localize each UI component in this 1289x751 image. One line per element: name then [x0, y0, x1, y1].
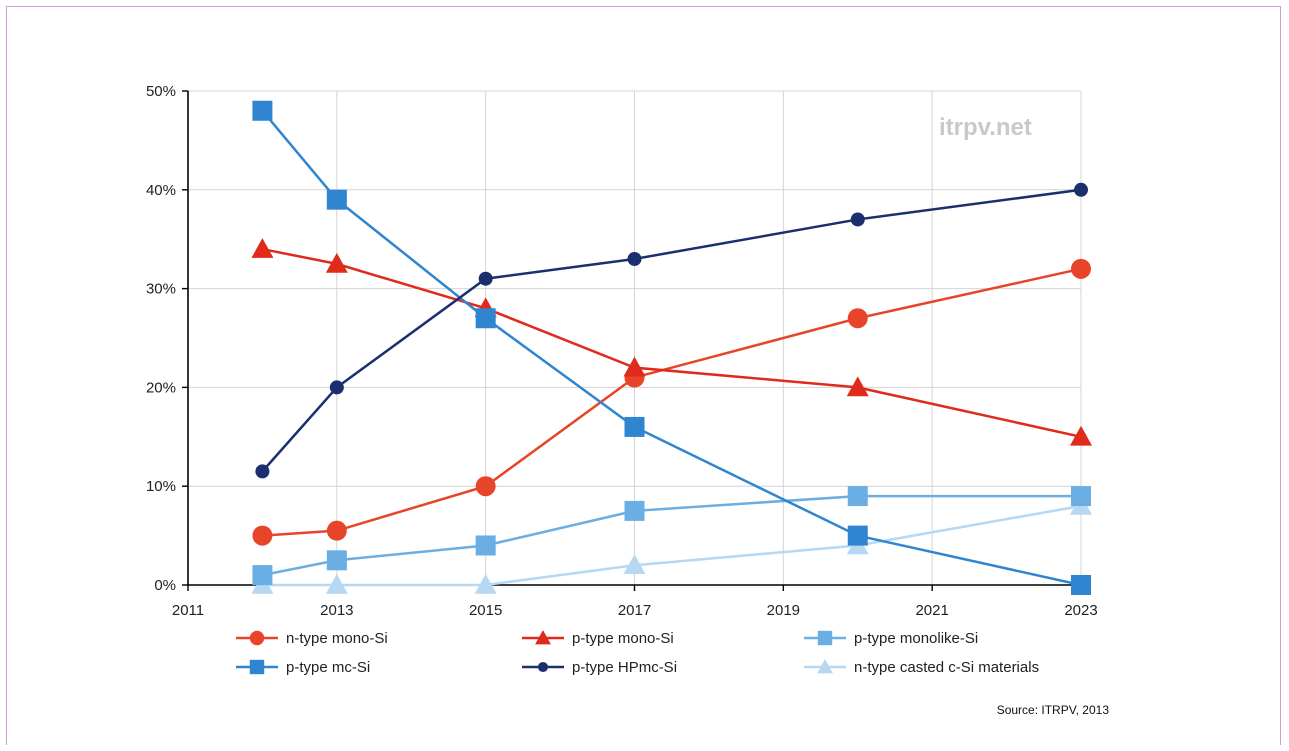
data-point [326, 550, 347, 571]
data-point [1071, 486, 1091, 507]
line-chart: 0% 10% 20% 30% 40% 50% 2011 2013 2015 2017 2019 202… [146, 83, 1110, 717]
legend-label: p-type mono-Si [572, 630, 674, 647]
series-line [262, 247, 1082, 439]
x-tick-label: 2013 [320, 602, 353, 619]
data-point [325, 574, 348, 594]
data-point [624, 416, 645, 437]
x-tick-label: 2021 [915, 602, 948, 619]
x-tick-label: 2015 [469, 602, 502, 619]
y-tick-label: 50% [146, 83, 176, 100]
x-tick-label: 2023 [1064, 602, 1097, 619]
data-point [478, 271, 493, 286]
legend-marker [249, 659, 265, 675]
legend-label: p-type HPmc-Si [572, 659, 677, 676]
legend-label: p-type mc-Si [286, 659, 370, 676]
y-tick-label: 30% [146, 281, 176, 298]
y-tick-label: 40% [146, 182, 176, 199]
legend-marker [817, 630, 833, 646]
data-point [1074, 182, 1088, 197]
series-line [261, 188, 1082, 473]
y-tick-label: 0% [154, 577, 176, 594]
legend-label: n-type casted c-Si materials [854, 659, 1039, 676]
data-point [475, 308, 496, 329]
data-point [252, 525, 273, 546]
source-note: Source: ITRPV, 2013 [997, 703, 1110, 717]
data-point [1071, 258, 1091, 279]
data-point [251, 238, 274, 258]
legend-label: n-type mono-Si [286, 630, 388, 647]
data-point [252, 100, 273, 121]
data-point [329, 380, 344, 395]
data-point [1071, 575, 1091, 595]
x-tick-label: 2011 [172, 602, 204, 619]
x-tick-label: 2017 [618, 602, 651, 619]
legend-marker [249, 630, 265, 646]
data-point [847, 486, 868, 507]
data-point [623, 554, 646, 575]
data-point [255, 464, 270, 479]
watermark: itrpv.net [939, 114, 1032, 141]
legend-label: p-type monolike-Si [854, 630, 978, 647]
data-point [627, 251, 642, 266]
legend-marker [537, 661, 549, 673]
x-tick-label: 2019 [767, 602, 800, 619]
y-tick-label: 20% [146, 379, 176, 396]
chart-card: 0% 10% 20% 30% 40% 50% 2011 2013 2015 2017 2019 202… [66, 38, 1236, 733]
series-line [262, 494, 1081, 577]
series-line [262, 267, 1082, 537]
y-tick-label: 10% [146, 478, 176, 495]
data-point [624, 500, 645, 521]
data-point [475, 535, 496, 556]
page-frame [6, 6, 1281, 745]
data-point [1070, 425, 1092, 446]
data-point [623, 356, 646, 377]
data-point [326, 189, 347, 210]
series-line [261, 109, 1082, 587]
data-point [326, 520, 347, 541]
legend-marker [817, 659, 833, 674]
data-point [847, 308, 868, 329]
data-point [474, 574, 497, 594]
data-point [846, 376, 869, 397]
data-point [850, 212, 865, 227]
data-point [325, 252, 348, 273]
series-line [262, 504, 1082, 587]
data-point [847, 525, 868, 546]
legend-marker [535, 630, 551, 645]
data-point [252, 565, 273, 586]
data-point [475, 476, 496, 497]
